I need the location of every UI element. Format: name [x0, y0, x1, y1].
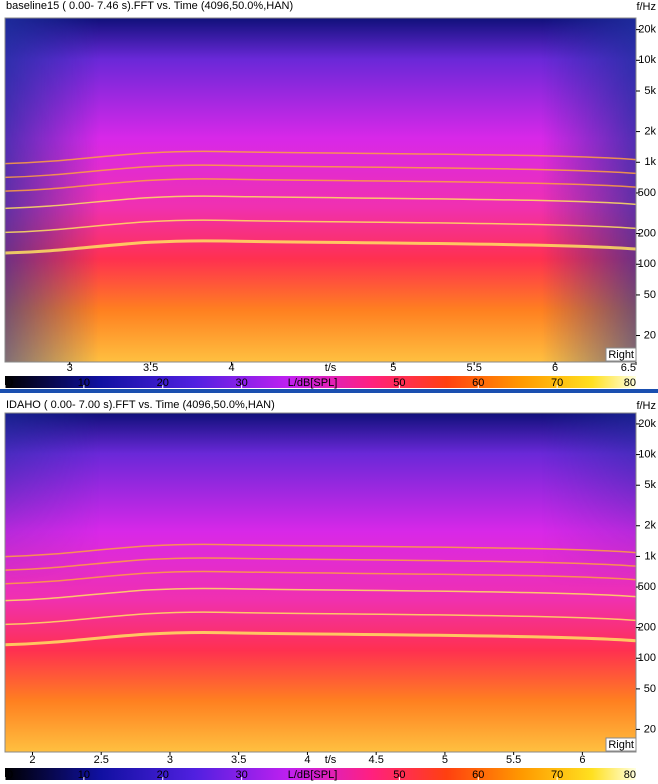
- harmonic: [4, 219, 637, 234]
- harmonic: [4, 631, 637, 647]
- x-tick-label: 4: [228, 362, 234, 374]
- y-axis-label: f/Hz: [636, 1, 656, 13]
- x-tick-label: 3.5: [231, 754, 246, 766]
- colorbar-tick-label: 50: [393, 769, 405, 781]
- harmonic: [4, 239, 637, 255]
- colorbar-tick-label: 80: [624, 377, 636, 389]
- colorbar-tick-label: 50: [393, 377, 405, 389]
- x-tick-label: 6.5: [621, 362, 636, 374]
- colorbar-label: L/dB[SPL]: [288, 769, 338, 781]
- y-tick-label: 200: [638, 621, 656, 633]
- spectrogram-edge: [5, 413, 636, 752]
- harmonic: [4, 557, 637, 571]
- colorbar-tick-label: 60: [472, 377, 484, 389]
- colorbar-tick-label: 70: [551, 377, 563, 389]
- channel-label: Right: [608, 349, 634, 361]
- colorbar-tick-label: 10: [78, 377, 90, 389]
- x-tick-label: 2: [29, 754, 35, 766]
- harmonic: [4, 587, 637, 602]
- harmonic: [4, 150, 637, 165]
- channel-box: [605, 347, 637, 362]
- y-tick-label: 2k: [644, 125, 656, 137]
- y-tick-label: 100: [638, 258, 656, 270]
- x-tick-label: 4.5: [369, 754, 384, 766]
- harmonic: [4, 543, 637, 558]
- x-tick-label: 6: [579, 754, 585, 766]
- plot-frame: [4, 17, 637, 363]
- y-tick-label: 10k: [638, 54, 656, 66]
- y-tick-label: 5k: [644, 85, 656, 97]
- x-tick-label: 5: [442, 754, 448, 766]
- x-tick-label: 5: [390, 362, 396, 374]
- x-axis-label: t/s: [325, 362, 337, 374]
- colorbar-tick-label: 80: [624, 769, 636, 781]
- x-tick-label: 3: [167, 754, 173, 766]
- colorbar-tick-label: 20: [157, 769, 169, 781]
- chart-title: IDAHO ( 0.00- 7.00 s).FFT vs. Time (4096…: [6, 399, 275, 411]
- y-tick-label: 20: [644, 329, 656, 341]
- y-tick-label: 10k: [638, 448, 656, 460]
- y-tick-label: 500: [638, 581, 656, 593]
- spectrogram-edge: [5, 18, 636, 362]
- colorbar-tick-label: 70: [551, 769, 563, 781]
- title-bar: [0, 399, 658, 411]
- y-tick-label: 50: [644, 683, 656, 695]
- y-tick-label: 20: [644, 723, 656, 735]
- y-tick-label: 200: [638, 227, 656, 239]
- x-axis-label: t/s: [325, 754, 337, 766]
- harmonic: [4, 164, 637, 179]
- panel-separator: [0, 389, 658, 393]
- y-tick-label: 1k: [644, 550, 656, 562]
- y-tick-label: 5k: [644, 479, 656, 491]
- y-tick-label: 100: [638, 652, 656, 664]
- harmonic: [4, 570, 637, 585]
- x-tick-label: 3: [67, 362, 73, 374]
- channel-box: [605, 737, 637, 752]
- harmonic: [4, 178, 637, 192]
- colorbar-tick-label: 0: [7, 769, 13, 781]
- x-tick-label: 2.5: [94, 754, 109, 766]
- plot-frame: [4, 412, 637, 753]
- title-bar: [0, 0, 658, 12]
- x-tick-label: 6: [552, 362, 558, 374]
- colorbar-tick-label: 0: [7, 377, 13, 389]
- colorbar-tick-label: 30: [236, 377, 248, 389]
- x-tick-label: 5.5: [506, 754, 521, 766]
- colorbar-tick-label: 30: [236, 769, 248, 781]
- colorbar-label: L/dB[SPL]: [288, 377, 338, 389]
- channel-label: Right: [608, 739, 634, 751]
- y-tick-label: 2k: [644, 520, 656, 532]
- chart-title: baseline15 ( 0.00- 7.46 s).FFT vs. Time …: [6, 0, 293, 12]
- colorbar-tick-label: 20: [157, 377, 169, 389]
- x-tick-label: 5.5: [467, 362, 482, 374]
- y-tick-label: 20k: [638, 24, 656, 36]
- harmonic: [4, 611, 637, 626]
- y-tick-label: 1k: [644, 156, 656, 168]
- harmonic: [4, 195, 637, 210]
- x-tick-label: 3.5: [143, 362, 158, 374]
- y-tick-label: 50: [644, 289, 656, 301]
- x-tick-label: 4: [304, 754, 310, 766]
- colorbar-tick-label: 60: [472, 769, 484, 781]
- colorbar-tick-label: 10: [78, 769, 90, 781]
- y-tick-label: 500: [638, 187, 656, 199]
- y-tick-label: 20k: [638, 418, 656, 430]
- y-axis-label: f/Hz: [636, 400, 656, 412]
